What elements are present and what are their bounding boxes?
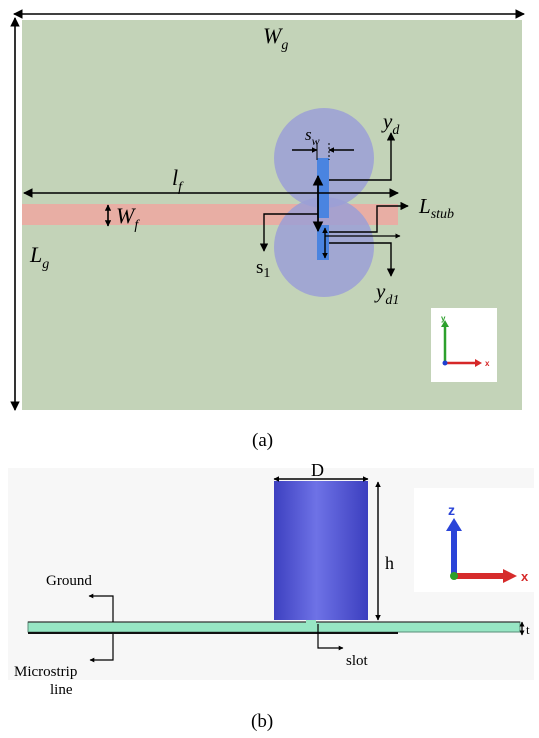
s1-arrow [259,213,318,252]
lstub-label: Lstub [418,194,454,222]
axis-inset-top: y x [431,308,497,382]
d-label: D [311,460,324,480]
wg-label: Wg [263,23,288,53]
lstub-arrow [329,201,409,233]
caption-a: (a) [252,430,273,451]
axis-z-label: z [448,502,455,518]
slot-gap [306,620,316,624]
axis-x-label-a: x [485,359,490,368]
wf-label: Wf [116,203,140,233]
microstrip-leader [89,634,114,663]
yd1-label: yd1 [374,279,399,308]
axis-y-label-a: y [441,314,446,323]
t-label: t [526,622,530,637]
h-label: h [385,553,394,573]
dra-cylinder [274,481,368,620]
microstrip-label-1: Microstrip [14,664,77,680]
axis-x-label-b: x [521,569,529,584]
axis-inset-side: z x [414,488,534,592]
ground-leader [88,593,114,622]
caption-b: (b) [251,711,273,732]
yd-arrow [329,132,396,181]
ground-label: Ground [46,573,92,589]
substrate [27,621,521,633]
lg-label: Lg [29,242,49,272]
side-view-panel: D h t Ground Microstrip line slot z x (b… [8,460,534,732]
s1-label: s1 [256,257,270,281]
top-view-panel: Wg Lg lf Wf sw yd Lstub s1 yd1 y x (a) [10,9,525,451]
slot-leader [317,624,344,651]
sw-label: sw [305,125,320,148]
slot-label: slot [346,653,369,669]
lf-label: lf [172,165,184,195]
microstrip-label-2: line [50,682,73,698]
yd1-arrow [329,242,396,277]
yd-label: yd [381,109,400,138]
